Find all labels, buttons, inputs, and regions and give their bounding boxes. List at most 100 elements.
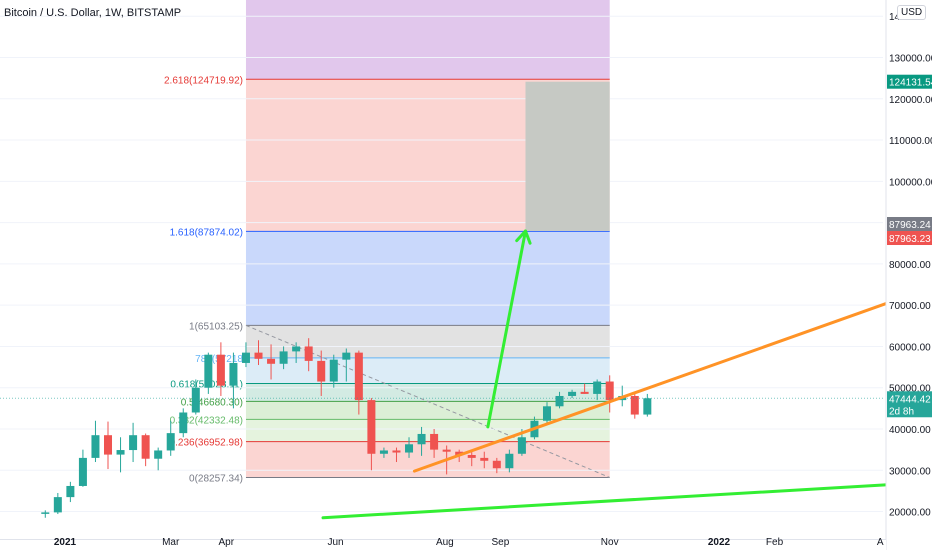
time-tick-label: 2021 xyxy=(54,537,77,548)
price-label-value: 87963.24 xyxy=(889,220,931,231)
candle-body xyxy=(53,497,62,513)
candle-body xyxy=(555,395,564,407)
fib-zone-0.786-0.618 xyxy=(245,357,610,384)
price-label-bg xyxy=(887,231,932,246)
candle-body xyxy=(329,359,338,382)
price-tick-label: 60000.00 xyxy=(889,342,931,353)
candles xyxy=(41,338,652,518)
price-tick-label: 70000.00 xyxy=(889,301,931,312)
candle xyxy=(254,340,263,366)
candle-body xyxy=(317,360,326,382)
candle-body xyxy=(367,400,376,454)
price-tick-label: 30000.00 xyxy=(889,466,931,477)
price-tick-label: 14 xyxy=(889,12,901,23)
candle xyxy=(179,408,188,438)
candle-body xyxy=(568,391,577,396)
candle-body xyxy=(467,455,476,458)
price-label-countdown: 2d 8h xyxy=(889,406,914,417)
candle xyxy=(580,383,589,394)
candle xyxy=(492,457,501,474)
candle xyxy=(41,510,50,518)
candle xyxy=(241,342,250,368)
price-label-value: 47444.42 xyxy=(889,394,931,405)
candle-body xyxy=(116,450,125,455)
fib-label-1: 1(65103.25) xyxy=(189,321,243,332)
candle xyxy=(430,429,439,458)
candle-body xyxy=(191,387,200,413)
candle xyxy=(304,338,313,372)
time-tick-label: A xyxy=(877,537,884,548)
candle xyxy=(467,449,476,467)
candle-body xyxy=(417,433,426,445)
candle-body xyxy=(505,453,514,469)
candle xyxy=(78,449,87,487)
fib-label-0.382: 0.382(42332.48) xyxy=(170,415,243,426)
price-tick-label: 120000.00 xyxy=(889,95,932,106)
candle xyxy=(379,447,388,458)
candle-body xyxy=(593,381,602,394)
fib-label-2.618: 2.618(124719.92) xyxy=(164,75,243,86)
price-label: 124131.54 xyxy=(887,74,932,89)
candle xyxy=(605,375,614,413)
candle-body xyxy=(392,450,401,453)
candle-body xyxy=(254,352,263,359)
fib-zone-1.618-1 xyxy=(245,231,610,326)
price-tick-label: 50000.00 xyxy=(889,384,931,395)
candle xyxy=(129,422,138,463)
candle-body xyxy=(279,351,288,364)
candle xyxy=(317,350,326,396)
orange-trendline xyxy=(412,301,889,473)
price-tick-label: 130000.00 xyxy=(889,53,932,64)
green-trendline xyxy=(321,483,889,520)
price-axis: 14130000.00120000.00110000.00100000.0090… xyxy=(885,0,932,550)
candle-body xyxy=(342,352,351,360)
time-tick-label: Mar xyxy=(162,537,180,548)
candle xyxy=(292,342,301,363)
price-label-bg xyxy=(887,217,932,232)
candle-body xyxy=(241,352,250,363)
candle xyxy=(329,354,338,388)
candle xyxy=(568,389,577,399)
candle-body xyxy=(216,354,225,386)
time-tick-label: Sep xyxy=(492,537,510,548)
candle xyxy=(116,437,125,473)
candle xyxy=(342,348,351,382)
candle-body xyxy=(204,354,213,388)
fib-label-0.236: 0.236(36952.98) xyxy=(170,438,243,449)
fibonacci-zones xyxy=(245,0,610,478)
price-tick-label: 20000.00 xyxy=(889,508,931,519)
candle-body xyxy=(91,435,100,458)
candle-body xyxy=(154,450,163,459)
candle-body xyxy=(129,435,138,451)
candle xyxy=(204,352,213,394)
time-tick-label: 2022 xyxy=(708,537,731,548)
candle-body xyxy=(492,460,501,469)
candle xyxy=(417,426,426,456)
price-tick-label: 40000.00 xyxy=(889,425,931,436)
time-tick-label: Apr xyxy=(218,537,234,548)
candle xyxy=(279,346,288,370)
candle-body xyxy=(405,444,414,453)
candle xyxy=(216,342,225,396)
candle xyxy=(593,379,602,401)
drawings xyxy=(0,81,889,520)
candle-body xyxy=(229,362,238,386)
target-box xyxy=(525,81,610,232)
candle-body xyxy=(517,437,526,454)
candle-body xyxy=(580,391,589,394)
currency-button[interactable]: USD xyxy=(897,5,927,20)
candle-body xyxy=(78,457,87,486)
candle-body xyxy=(41,512,50,514)
candle-body xyxy=(480,457,489,461)
candle xyxy=(392,447,401,463)
candle xyxy=(166,420,175,456)
candle xyxy=(643,393,652,417)
candle xyxy=(53,492,62,515)
candle-body xyxy=(292,346,301,352)
grid xyxy=(0,15,883,513)
time-tick-label: Aug xyxy=(436,537,454,548)
fib-label-0.5: 0.5(46680.30) xyxy=(181,397,243,408)
fib-zone-1-0.786 xyxy=(245,325,610,358)
candle xyxy=(104,421,113,470)
